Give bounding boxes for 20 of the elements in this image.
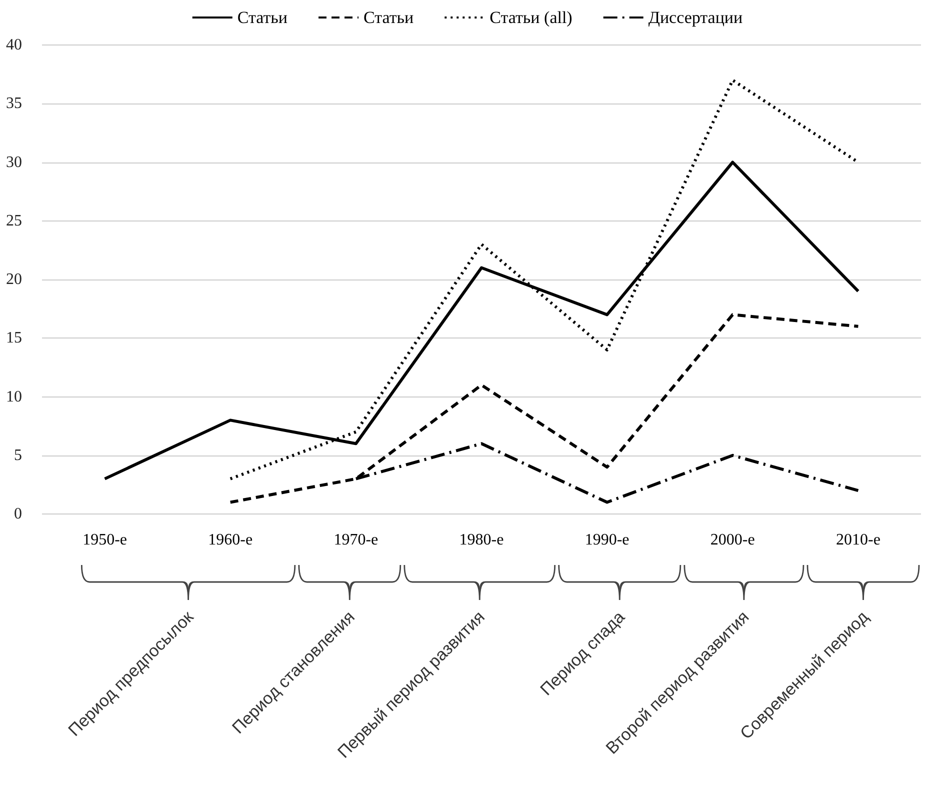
x-tick-label: 1970-е: [334, 532, 378, 548]
y-tick-label: 10: [6, 388, 22, 406]
legend-label: Статьи: [364, 8, 414, 27]
y-tick-label: 20: [6, 271, 22, 288]
legend-label: Статьи: [237, 8, 288, 27]
x-tick-label: 2010-е: [836, 532, 880, 548]
y-tick-label: 15: [6, 330, 22, 347]
legend-label: Диссертации: [648, 8, 743, 27]
x-tick-label: 1960-е: [208, 532, 253, 548]
y-tick-label: 35: [6, 95, 22, 112]
x-tick-label: 2000-е: [710, 532, 755, 548]
x-tick-label: 1950-е: [82, 532, 128, 548]
y-tick-label: 25: [6, 212, 22, 230]
y-tick-label: 40: [6, 36, 22, 54]
legend-label: Статьи (all): [490, 8, 572, 27]
y-tick-label: 5: [14, 446, 22, 464]
x-tick-label: 1990-е: [584, 532, 630, 548]
y-tick-label: 30: [6, 154, 22, 171]
y-tick-label: 0: [14, 506, 22, 522]
x-tick-label: 1980-е: [459, 532, 504, 548]
